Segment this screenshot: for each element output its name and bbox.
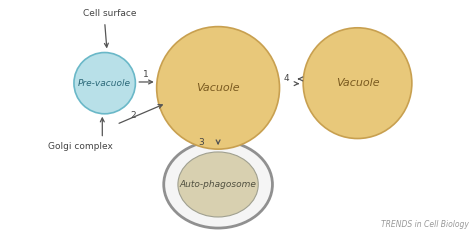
- Text: Auto-phagosome: Auto-phagosome: [180, 180, 256, 189]
- Text: 2: 2: [130, 111, 136, 120]
- Ellipse shape: [303, 28, 412, 139]
- Text: 3: 3: [199, 137, 204, 146]
- Ellipse shape: [178, 152, 258, 217]
- Text: Vacuole: Vacuole: [196, 83, 240, 93]
- Ellipse shape: [156, 27, 280, 149]
- Text: Golgi complex: Golgi complex: [48, 142, 113, 151]
- Ellipse shape: [74, 53, 136, 114]
- Ellipse shape: [164, 141, 273, 228]
- Text: 1: 1: [143, 70, 149, 79]
- Text: Vacuole: Vacuole: [336, 78, 379, 88]
- Text: Pre-vacuole: Pre-vacuole: [78, 79, 131, 88]
- Text: Cell surface: Cell surface: [83, 9, 137, 18]
- Text: TRENDS in Cell Biology: TRENDS in Cell Biology: [381, 220, 469, 229]
- Text: 4: 4: [283, 74, 289, 83]
